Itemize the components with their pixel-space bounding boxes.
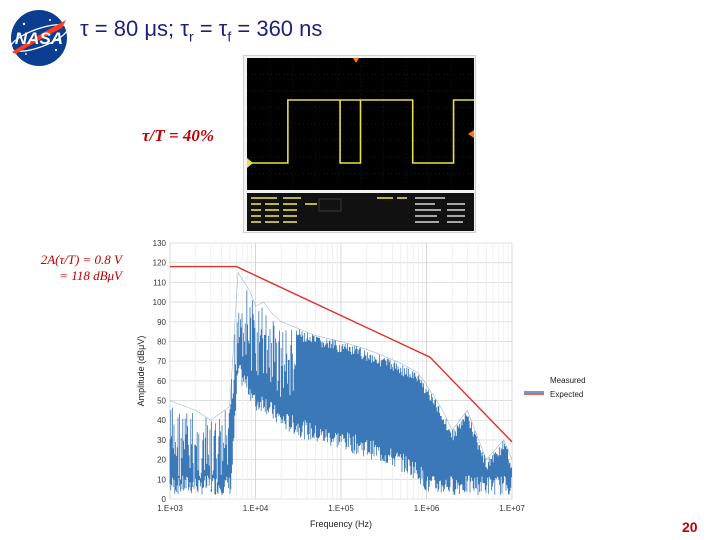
x-tick-label: 1.E+04 (243, 504, 269, 513)
measured-series (169, 271, 513, 495)
x-tick-label: 1.E+03 (157, 504, 183, 513)
oscilloscope-screen (247, 58, 474, 190)
amplitude-label-line2: = 118 dBμV (59, 268, 122, 283)
title-sub-r: r (188, 28, 194, 45)
y-tick-label: 60 (157, 377, 166, 386)
title-sub-f: f (227, 28, 232, 45)
x-tick-label: 1.E+05 (328, 504, 354, 513)
measured-spectrum-lines (169, 290, 512, 495)
title-part: τ = 80 μs; τ (80, 16, 189, 41)
y-tick-label: 120 (153, 259, 167, 268)
nasa-wordmark: NASA (15, 29, 63, 48)
trigger-marker-icon (468, 130, 474, 138)
y-tick-label: 40 (157, 416, 166, 425)
chart-axes: 0 10 20 30 40 50 60 70 80 90 100 110 120 130 1.E+03 1.E… (136, 239, 525, 529)
oscilloscope-measurement-panel (247, 193, 474, 231)
y-tick-label: 30 (157, 436, 166, 445)
channel-marker-icon (247, 158, 253, 168)
y-tick-label: 90 (157, 318, 166, 327)
y-tick-label: 0 (162, 495, 167, 504)
y-tick-label: 50 (157, 397, 166, 406)
chart-legend: Measured Expected (524, 376, 586, 399)
amplitude-label: 2A(τ/T) = 0.8 V = 118 dBμV (22, 252, 122, 284)
title-part: = τ (193, 16, 228, 41)
y-tick-label: 20 (157, 456, 166, 465)
y-tick-label: 70 (157, 357, 166, 366)
y-tick-label: 130 (153, 239, 167, 248)
trigger-position-icon (353, 58, 359, 63)
expected-series (170, 265, 513, 443)
x-tick-label: 1.E+07 (499, 504, 525, 513)
oscilloscope-screenshot (243, 55, 476, 233)
y-tick-label: 100 (153, 298, 167, 307)
expected-series-line (170, 265, 513, 443)
page-number: 20 (682, 519, 698, 535)
slide-title: τ = 80 μs; τr = τf = 360 ns (80, 16, 322, 44)
spectrum-chart: 0 10 20 30 40 50 60 70 80 90 100 110 120 130 1.E+03 1.E… (132, 233, 592, 536)
y-tick-label: 80 (157, 337, 166, 346)
y-axis-label: Amplitude (dBμV) (136, 336, 146, 407)
nasa-logo: NASA (9, 10, 69, 66)
legend-label-expected: Expected (550, 390, 583, 399)
x-tick-label: 1.E+06 (414, 504, 440, 513)
square-wave-trace (251, 99, 474, 164)
y-tick-label: 110 (153, 278, 166, 287)
oscilloscope-trace (247, 58, 474, 190)
amplitude-label-line1: 2A(τ/T) = 0.8 V (40, 252, 122, 267)
legend-label-measured: Measured (550, 376, 586, 385)
measured-series-line (169, 271, 513, 461)
duty-cycle-label: τ/T = 40% (142, 126, 215, 145)
x-axis-label: Frequency (Hz) (310, 519, 372, 529)
title-part: = 360 ns (231, 16, 323, 41)
y-tick-label: 10 (157, 475, 166, 484)
